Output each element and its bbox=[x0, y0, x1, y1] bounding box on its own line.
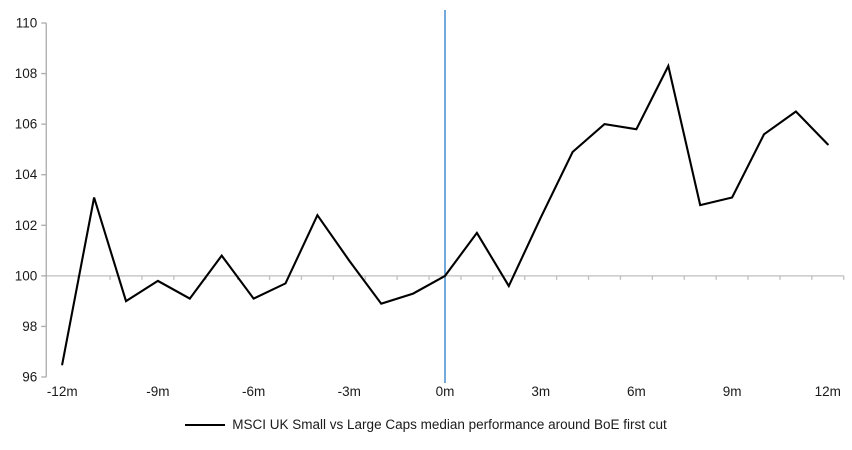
y-tick-label: 102 bbox=[15, 218, 38, 233]
series-line bbox=[61, 62, 829, 366]
x-tick-label: 12m bbox=[815, 384, 841, 399]
x-tick-label: -3m bbox=[338, 384, 361, 399]
x-tick-label: 6m bbox=[627, 384, 646, 399]
x-tick-label: -9m bbox=[146, 384, 169, 399]
x-tick-label: 3m bbox=[531, 384, 550, 399]
y-tick-labels: 96 98 100 102 104 106 108 110 bbox=[15, 16, 38, 385]
y-tick-label: 108 bbox=[15, 66, 38, 81]
y-tick-label: 106 bbox=[15, 117, 38, 132]
y-tick-label: 110 bbox=[16, 16, 38, 31]
y-axis-ticks bbox=[41, 22, 47, 378]
legend-line-sample-icon bbox=[185, 423, 226, 426]
y-tick-label: 96 bbox=[22, 370, 37, 385]
chart-legend: MSCI UK Small vs Large Caps median perfo… bbox=[0, 417, 852, 432]
legend-label: MSCI UK Small vs Large Caps median perfo… bbox=[232, 417, 667, 432]
x-tick-label: 0m bbox=[436, 384, 455, 399]
x-tick-label: 9m bbox=[723, 384, 742, 399]
x-tick-label: -12m bbox=[47, 384, 78, 399]
x-tick-labels: -12m -9m -6m -3m 0m 3m 6m 9m 12m bbox=[47, 384, 841, 399]
y-tick-label: 98 bbox=[22, 319, 37, 334]
y-tick-label: 104 bbox=[15, 167, 38, 182]
y-tick-label: 100 bbox=[15, 268, 38, 283]
x-tick-label: -6m bbox=[242, 384, 265, 399]
